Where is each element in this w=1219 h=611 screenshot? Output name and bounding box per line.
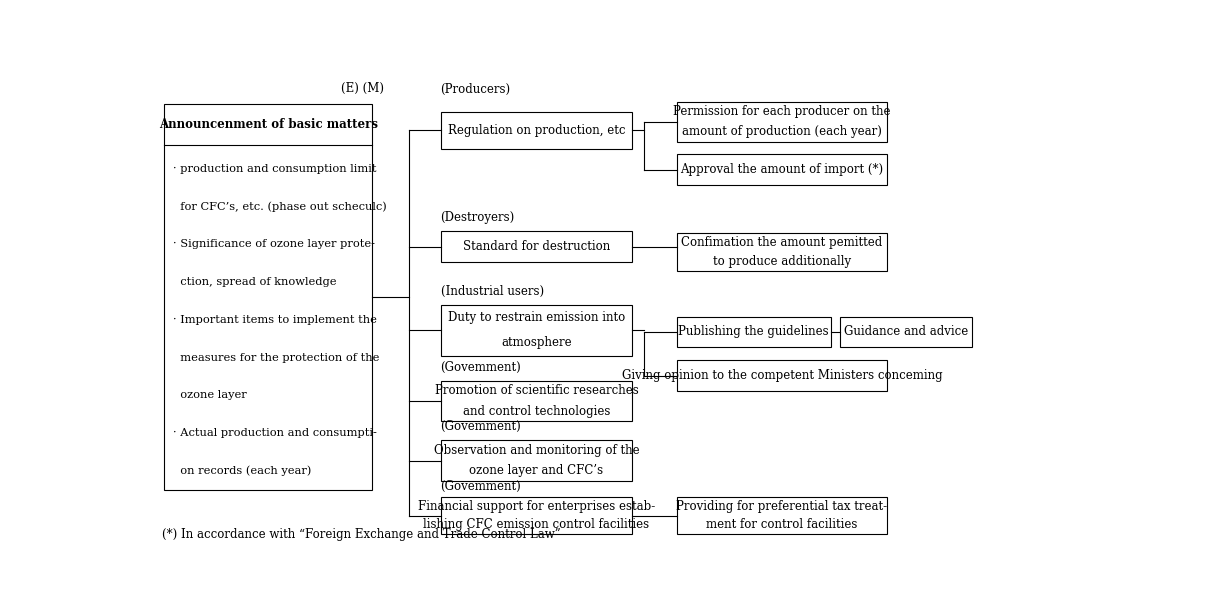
Text: and control technologies: and control technologies (463, 404, 610, 418)
Text: (*) In accordance with “Foreign Exchange and Trade Control Law”: (*) In accordance with “Foreign Exchange… (162, 529, 561, 541)
Text: Regulation on production, etc: Regulation on production, etc (447, 124, 625, 137)
Text: amount of production (each year): amount of production (each year) (683, 125, 883, 139)
Text: Financial support for enterprises estab-: Financial support for enterprises estab- (418, 500, 655, 513)
Bar (440, 497, 633, 535)
Text: Promotion of scientific researches: Promotion of scientific researches (434, 384, 639, 397)
Bar (840, 316, 973, 347)
Bar (163, 104, 373, 489)
Text: lishing CFC emission control facilities: lishing CFC emission control facilities (423, 519, 650, 532)
Text: Standard for destruction: Standard for destruction (463, 240, 610, 253)
Bar (677, 360, 887, 391)
Text: Announcenment of basic matters: Announcenment of basic matters (158, 118, 378, 131)
Bar (440, 441, 633, 481)
Bar (440, 112, 633, 148)
Text: Guidance and advice: Guidance and advice (844, 325, 968, 338)
Text: ment for control facilities: ment for control facilities (706, 519, 858, 532)
Bar (440, 381, 633, 422)
Text: (Industrial users): (Industrial users) (440, 285, 544, 298)
Text: ction, spread of knowledge: ction, spread of knowledge (173, 277, 336, 287)
Text: to produce additionally: to produce additionally (713, 255, 851, 268)
Bar (677, 233, 887, 271)
Text: ozone layer: ozone layer (173, 390, 247, 400)
Text: Duty to restrain emission into: Duty to restrain emission into (447, 311, 625, 324)
Text: Confimation the amount pemitted: Confimation the amount pemitted (681, 236, 883, 249)
Text: Publishing the guidelines: Publishing the guidelines (679, 325, 829, 338)
Text: (Govemment): (Govemment) (440, 480, 522, 494)
Text: for CFC’s, etc. (phase out scheculc): for CFC’s, etc. (phase out scheculc) (173, 202, 386, 212)
Bar (677, 154, 887, 185)
Text: Providing for preferential tax treat-: Providing for preferential tax treat- (677, 500, 887, 513)
Text: Permission for each producer on the: Permission for each producer on the (673, 105, 891, 118)
Text: measures for the protection of the: measures for the protection of the (173, 353, 379, 362)
Text: on records (each year): on records (each year) (173, 466, 312, 476)
Text: (Govemment): (Govemment) (440, 360, 522, 373)
Text: Approval the amount of import (*): Approval the amount of import (*) (680, 163, 884, 176)
Bar (677, 316, 830, 347)
Text: ozone layer and CFC’s: ozone layer and CFC’s (469, 464, 603, 477)
Bar (440, 231, 633, 263)
Text: · Actual production and consumpti-: · Actual production and consumpti- (173, 428, 377, 438)
Text: (Govemment): (Govemment) (440, 420, 522, 433)
Bar (440, 305, 633, 356)
Text: (Producers): (Producers) (440, 83, 511, 96)
Text: Observation and monitoring of the: Observation and monitoring of the (434, 444, 639, 457)
Bar (677, 101, 887, 142)
Text: · production and consumption limit: · production and consumption limit (173, 164, 377, 174)
Text: (Destroyers): (Destroyers) (440, 211, 514, 224)
Text: Giving opinion to the competent Ministers conceming: Giving opinion to the competent Minister… (622, 369, 942, 382)
Text: (E) (M): (E) (M) (340, 81, 384, 95)
Bar (677, 497, 887, 535)
Text: · Important items to implement the: · Important items to implement the (173, 315, 377, 325)
Text: · Significance of ozone layer prote-: · Significance of ozone layer prote- (173, 240, 375, 249)
Text: atmosphere: atmosphere (501, 337, 572, 349)
